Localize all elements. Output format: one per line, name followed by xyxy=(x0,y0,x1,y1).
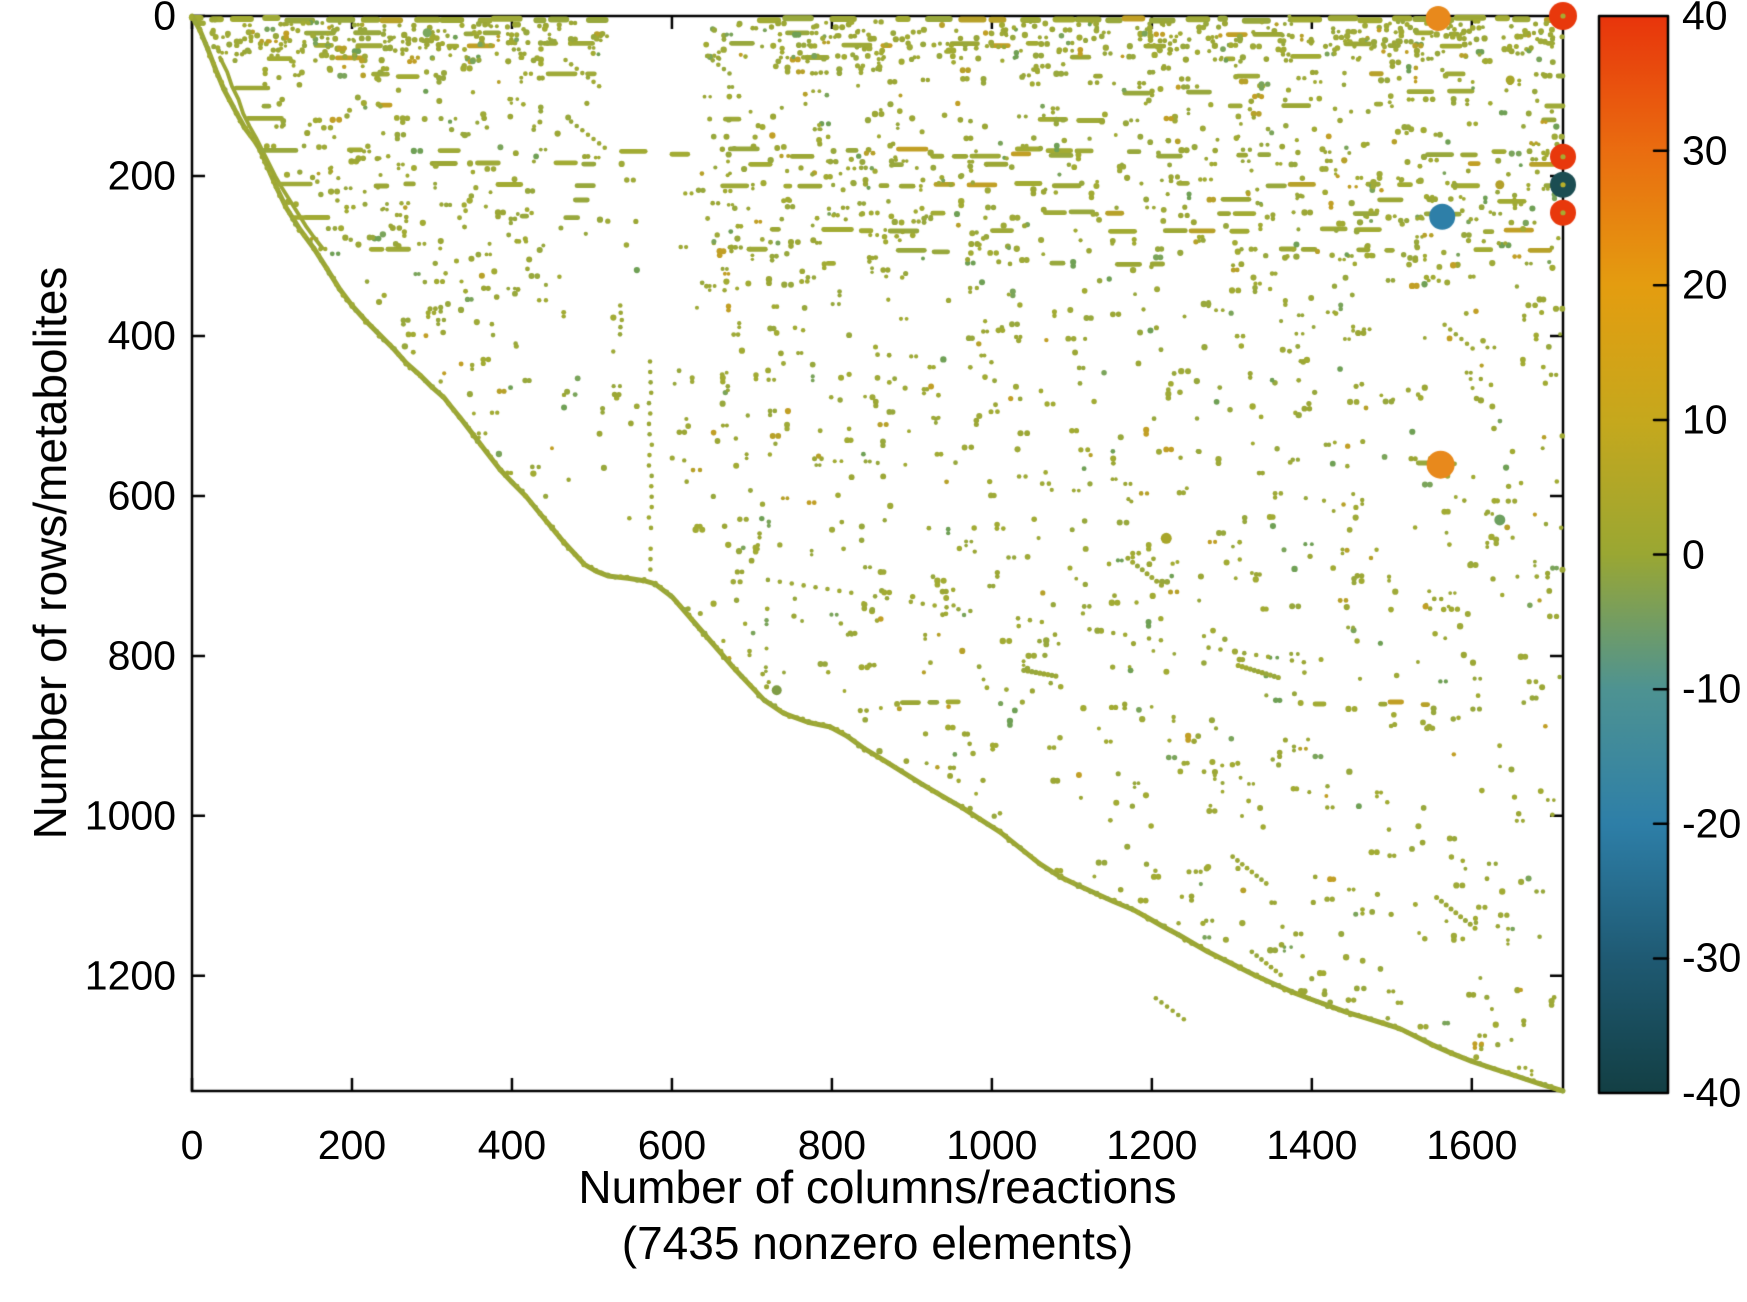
colorbar-tick-label: -30 xyxy=(1682,934,1742,981)
colorbar-tick-label: 10 xyxy=(1682,396,1728,443)
colorbar-tick-label: 0 xyxy=(1682,531,1705,577)
colorbar-tick-label: -40 xyxy=(1682,1069,1742,1116)
colorbar-tick-label: 40 xyxy=(1682,0,1728,39)
y-tick-label: 0 xyxy=(153,0,176,39)
x-tick-label: 1400 xyxy=(1266,1122,1358,1168)
y-tick-label: 400 xyxy=(107,312,176,359)
colorbar-tick-label: 30 xyxy=(1682,127,1728,174)
x-axis-title-line1: Number of columns/reactions xyxy=(578,1161,1177,1213)
x-tick-label: 1000 xyxy=(946,1122,1038,1168)
x-tick-label: 200 xyxy=(317,1122,387,1168)
colorbar-tick-label: 20 xyxy=(1682,261,1728,308)
x-tick-label: 600 xyxy=(637,1122,707,1168)
y-tick-label: 800 xyxy=(107,632,176,679)
colorbar-tick-label: -10 xyxy=(1682,665,1742,712)
y-tick-label: 1200 xyxy=(84,952,176,999)
x-tick-label: 800 xyxy=(797,1122,867,1168)
y-tick-label: 200 xyxy=(107,152,176,199)
y-axis-title-text: Number of rows/metabolites xyxy=(24,266,76,840)
y-axis-title: Number of rows/metabolites xyxy=(23,267,77,840)
y-tick-label: 1000 xyxy=(84,792,176,839)
x-tick-label: 1200 xyxy=(1106,1122,1198,1168)
x-tick-label: 0 xyxy=(180,1122,204,1168)
y-tick-label: 600 xyxy=(107,472,176,519)
colorbar-tick-label: -20 xyxy=(1682,800,1742,847)
x-tick-label: 400 xyxy=(477,1122,547,1168)
x-axis-title-line2: (7435 nonzero elements) xyxy=(621,1217,1134,1269)
x-tick-label: 1600 xyxy=(1426,1122,1518,1168)
